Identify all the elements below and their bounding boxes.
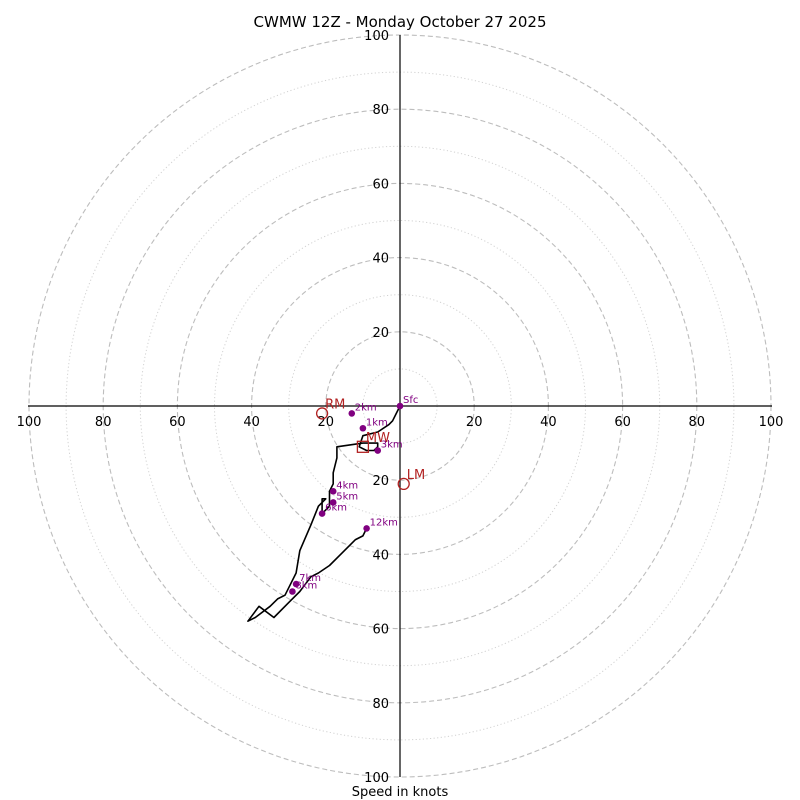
y-tick-label: 40 xyxy=(372,548,389,563)
altitude-dot-6km xyxy=(318,510,326,517)
altitude-label-2km: 2km xyxy=(355,402,377,413)
y-tick-label: 100 xyxy=(364,771,389,786)
altitude-label-3km: 3km xyxy=(381,440,403,451)
storm-marker-rm xyxy=(315,407,329,420)
x-tick-label: 60 xyxy=(169,415,186,430)
y-tick-labels: 100 80 60 40 20 20 40 60 80 100 xyxy=(364,29,389,786)
y-tick-label: 80 xyxy=(372,103,389,118)
altitude-dot-4km xyxy=(329,488,337,495)
altitude-label-7km: 7km xyxy=(299,573,321,584)
altitude-label-6km: 6km xyxy=(325,503,347,514)
altitude-label-1km: 1km xyxy=(366,417,388,428)
altitude-dot-8km xyxy=(289,588,296,595)
altitude-dot-3km xyxy=(374,447,382,454)
x-tick-label: 40 xyxy=(243,415,260,430)
altitude-dot-sfc xyxy=(396,402,404,410)
altitude-label-8km: 8km xyxy=(295,581,317,592)
storm-label-lm: LM xyxy=(407,468,425,483)
altitude-label-12km: 12km xyxy=(370,517,398,528)
hodograph-trace xyxy=(247,405,401,622)
altitude-label-sfc: Sfc xyxy=(403,395,418,406)
y-tick-label: 80 xyxy=(372,697,389,712)
y-tick-label: 20 xyxy=(372,326,389,341)
y-tick-label: 100 xyxy=(364,29,389,44)
x-tick-label: 40 xyxy=(540,415,557,430)
x-tick-label: 100 xyxy=(759,415,784,430)
altitude-dot-2km xyxy=(348,410,356,417)
x-tick-label: 80 xyxy=(689,415,706,430)
storm-marker-mw xyxy=(356,440,370,453)
x-tick-label: 80 xyxy=(95,415,112,430)
storm-label-rm: RM xyxy=(325,397,345,412)
altitude-dot-7km xyxy=(292,580,300,588)
storm-marker-lm xyxy=(397,477,410,491)
storm-label-mw: MW xyxy=(366,431,390,446)
altitude-dot-1km xyxy=(359,424,367,432)
x-tick-label: 100 xyxy=(17,415,42,430)
x-axis-label: Speed in knots xyxy=(352,785,449,800)
y-tick-label: 20 xyxy=(372,474,389,489)
altitude-dot-5km xyxy=(329,499,337,506)
x-tick-label: 60 xyxy=(614,415,631,430)
altitude-label-5km: 5km xyxy=(336,491,358,502)
storm-motion-markers: RM LM MW xyxy=(315,397,425,491)
chart-title: CWMW 12Z - Monday October 27 2025 xyxy=(254,13,547,31)
y-tick-label: 40 xyxy=(372,252,389,267)
y-tick-label: 60 xyxy=(372,623,389,638)
altitude-label-4km: 4km xyxy=(336,480,358,491)
x-tick-label: 20 xyxy=(466,415,483,430)
altitude-dot-12km xyxy=(363,525,370,532)
y-tick-label: 60 xyxy=(372,177,389,192)
